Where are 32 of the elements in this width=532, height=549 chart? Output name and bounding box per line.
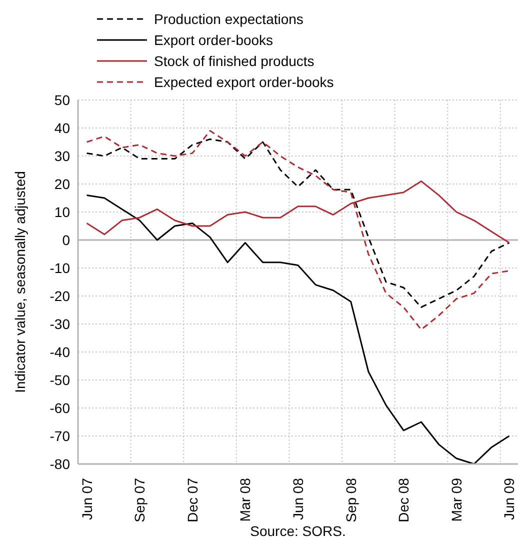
x-tick-label: Dec 08 (396, 478, 412, 522)
line-series (86, 138, 510, 308)
x-tick-label: Dec 07 (184, 478, 200, 522)
legend-label: Production expectations (154, 10, 304, 26)
y-tick-label: 20 (54, 176, 70, 192)
y-tick-label: -60 (50, 400, 70, 416)
y-tick-label: 0 (62, 232, 70, 248)
legend-label: Export order-books (154, 32, 274, 48)
y-tick-label: -30 (50, 316, 70, 332)
y-tick-label: -10 (50, 260, 70, 276)
x-tick-label: Jun 08 (290, 478, 306, 520)
line-series (86, 194, 510, 464)
line-series (86, 130, 510, 330)
x-tick-label: Jun 07 (78, 478, 95, 520)
x-tick-label: Mar 08 (237, 478, 254, 522)
x-tick-label: Sep 07 (132, 478, 148, 522)
y-axis-title: Indicator value, seasonally adjusted (12, 171, 28, 393)
legend-label: Stock of finished products (154, 52, 314, 68)
y-tick-label: 50 (54, 92, 70, 108)
y-tick-label: 10 (54, 204, 70, 220)
x-tick-label: Sep 08 (342, 478, 359, 522)
legend-label: Expected export order-books (154, 74, 334, 90)
x-tick-label: Jun 09 (501, 478, 518, 520)
y-tick-label: -80 (50, 456, 70, 472)
y-tick-label: -40 (50, 344, 70, 360)
source-note: Source: SORS. (249, 522, 347, 540)
y-tick-label: -70 (50, 428, 70, 444)
x-tick-label: Mar 09 (448, 478, 464, 522)
y-tick-label: 40 (54, 120, 70, 136)
y-tick-label: -50 (50, 372, 70, 388)
y-tick-label: -20 (50, 288, 70, 304)
y-tick-label: 30 (54, 148, 70, 164)
